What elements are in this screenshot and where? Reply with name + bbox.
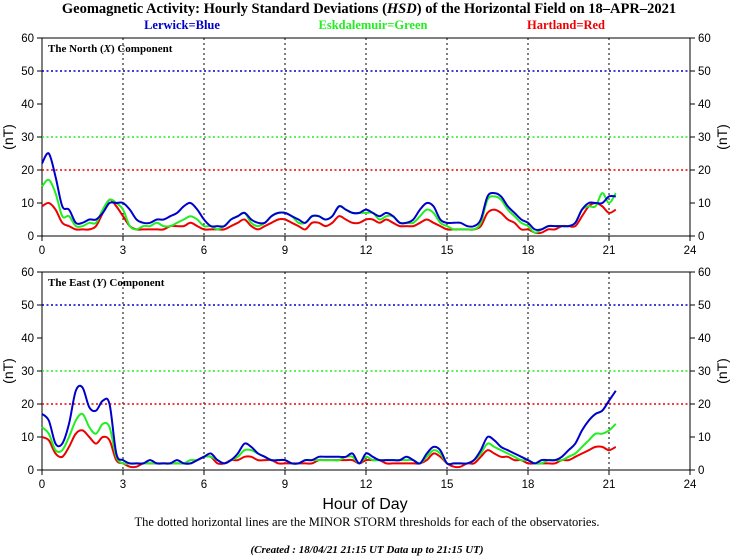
east-series-lerwick xyxy=(41,384,617,466)
east-ytick-label-left: 60 xyxy=(21,267,34,279)
north-ytick-label-right: 50 xyxy=(698,66,711,78)
east-ytick-label-left: 20 xyxy=(21,399,34,411)
north-ylabel-right: (nT) xyxy=(714,124,730,150)
east-ytick-label-right: 20 xyxy=(698,399,711,411)
east-ytick-label-right: 60 xyxy=(698,267,711,279)
north-ylabel-left: (nT) xyxy=(0,124,16,150)
legend-eskdalemuir: Eskdalemuir=Green xyxy=(319,18,428,32)
east-ytick-label-left: 50 xyxy=(21,300,34,312)
legend-lerwick: Lerwick=Blue xyxy=(144,18,220,32)
north-xtick-label: 18 xyxy=(522,245,535,257)
east-panel-title-c: ) Component xyxy=(103,277,165,289)
north-panel-title-a: The North ( xyxy=(48,43,104,55)
east-ytick-label-right: 40 xyxy=(698,333,711,345)
north-ytick-label-left: 50 xyxy=(21,66,34,78)
chart-title: Geomagnetic Activity: Hourly Standard De… xyxy=(62,1,676,17)
east-xtick-label: 24 xyxy=(684,479,697,491)
north-xtick-label: 15 xyxy=(441,245,454,257)
east-ytick-label-left: 30 xyxy=(21,366,34,378)
east-xtick-label: 18 xyxy=(522,479,535,491)
east-xtick-label: 6 xyxy=(201,479,207,491)
east-ytick-label-right: 50 xyxy=(698,300,711,312)
east-panel-title: The East (Y) Component xyxy=(48,277,165,289)
east-ylabel-left: (nT) xyxy=(0,358,16,384)
north-ytick-label-left: 40 xyxy=(21,99,34,111)
north-xtick-label: 24 xyxy=(684,245,697,257)
north-ytick-label-left: 30 xyxy=(21,132,34,144)
east-panel-title-b: Y xyxy=(96,277,104,289)
north-ytick-label-left: 10 xyxy=(21,198,34,210)
north-ytick-label-right: 30 xyxy=(698,132,711,144)
north-series-lerwick xyxy=(41,152,616,232)
chart-title-hsd: HSD xyxy=(386,1,417,17)
north-ytick-label-right: 40 xyxy=(698,99,711,111)
footnote: The dotted horizontal lines are the MINO… xyxy=(135,515,600,529)
east-ytick-label-left: 40 xyxy=(21,333,34,345)
north-ytick-label-right: 60 xyxy=(698,33,711,45)
north-xtick-label: 9 xyxy=(282,245,288,257)
north-ytick-label-right: 10 xyxy=(698,198,711,210)
north-xtick-label: 3 xyxy=(120,245,126,257)
x-axis-label: Hour of Day xyxy=(322,496,407,513)
east-xtick-label: 9 xyxy=(282,479,288,491)
east-xtick-label: 3 xyxy=(120,479,126,491)
north-panel-title-c: ) Component xyxy=(111,43,173,55)
north-ytick-label-left: 0 xyxy=(28,231,34,243)
east-ytick-label-right: 10 xyxy=(698,432,711,444)
north-xtick-label: 12 xyxy=(360,245,373,257)
east-xtick-label: 12 xyxy=(360,479,373,491)
legend-hartland: Hartland=Red xyxy=(527,18,605,32)
north-ytick-label-right: 0 xyxy=(698,231,704,243)
east-panel-title-a: The East ( xyxy=(48,277,97,289)
created-note: (Created : 18/04/21 21:15 UT Data up to … xyxy=(250,544,483,556)
north-ytick-label-right: 20 xyxy=(698,165,711,177)
north-panel-title: The North (X) Component xyxy=(48,43,173,55)
east-xtick-label: 0 xyxy=(39,479,45,491)
north-panel-title-b: X xyxy=(103,43,112,55)
east-ytick-label-left: 10 xyxy=(21,432,34,444)
chart-title-part-2: ) of the Horizontal Field on 18–APR–2021 xyxy=(417,1,676,17)
chart-title-part-1: Geomagnetic Activity: Hourly Standard De… xyxy=(62,1,387,17)
east-xtick-label: 21 xyxy=(603,479,616,491)
east-ytick-label-right: 0 xyxy=(698,465,704,477)
north-xtick-label: 0 xyxy=(39,245,45,257)
east-ytick-label-left: 0 xyxy=(28,465,34,477)
north-xtick-label: 21 xyxy=(603,245,616,257)
east-ytick-label-right: 30 xyxy=(698,366,711,378)
east-xtick-label: 15 xyxy=(441,479,454,491)
north-xtick-label: 6 xyxy=(201,245,207,257)
north-ytick-label-left: 20 xyxy=(21,165,34,177)
east-ylabel-right: (nT) xyxy=(714,358,730,384)
north-ytick-label-left: 60 xyxy=(21,33,34,45)
